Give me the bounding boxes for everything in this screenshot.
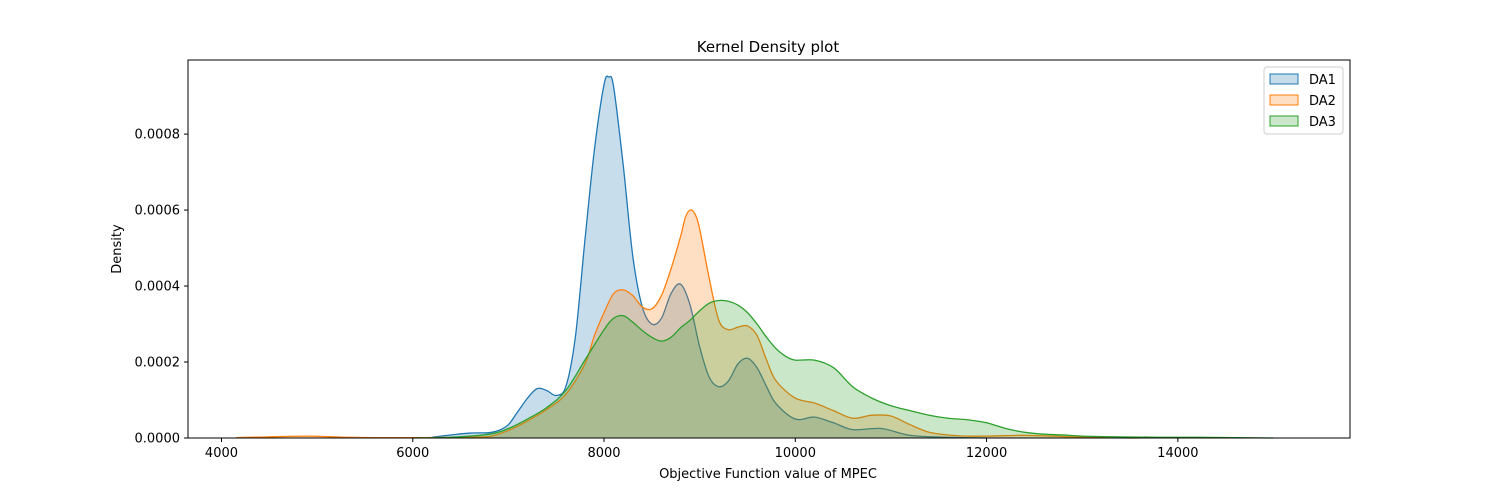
x-tick-label: 12000	[966, 446, 1007, 461]
series-line-da1	[431, 75, 987, 439]
legend-swatch	[1269, 115, 1299, 127]
series-fill-da3	[412, 300, 1274, 438]
legend-item-da3: DA3	[1269, 115, 1336, 130]
series-line-da3	[412, 299, 1274, 439]
legend-swatch	[1269, 94, 1299, 106]
y-tick-label: 0.0000	[135, 432, 181, 447]
x-axis: 4000 6000 8000 10000 12000 14000	[205, 438, 1199, 461]
y-tick-label: 0.0004	[135, 280, 181, 295]
series-fill-da2	[235, 209, 1140, 438]
y-tick-label: 0.0002	[135, 356, 181, 371]
plot-frame	[187, 59, 1351, 439]
y-tick-label: 0.0008	[135, 128, 181, 143]
legend-label: DA2	[1309, 94, 1336, 109]
legend-label: DA1	[1309, 73, 1336, 88]
legend-label: DA3	[1309, 115, 1336, 130]
x-tick-label: 14000	[1157, 446, 1198, 461]
legend-item-da1: DA1	[1269, 73, 1336, 88]
y-axis: 0.0000 0.0002 0.0004 0.0006 0.0008	[135, 128, 188, 447]
x-tick-label: 6000	[396, 446, 429, 461]
y-tick-label: 0.0006	[135, 204, 181, 219]
legend-item-da2: DA2	[1269, 94, 1336, 109]
y-axis-label: Density	[110, 224, 125, 274]
x-tick-label: 4000	[205, 446, 238, 461]
x-axis-label: Objective Function value of MPEC	[659, 467, 877, 482]
series-layer	[235, 75, 1274, 439]
chart-title: Kernel Density plot	[697, 38, 840, 56]
x-tick-label: 8000	[587, 446, 620, 461]
legend: DA1 DA2 DA3	[1263, 66, 1344, 135]
series-line-da2	[235, 209, 1140, 439]
legend-swatch	[1269, 73, 1299, 85]
x-tick-label: 10000	[775, 446, 816, 461]
